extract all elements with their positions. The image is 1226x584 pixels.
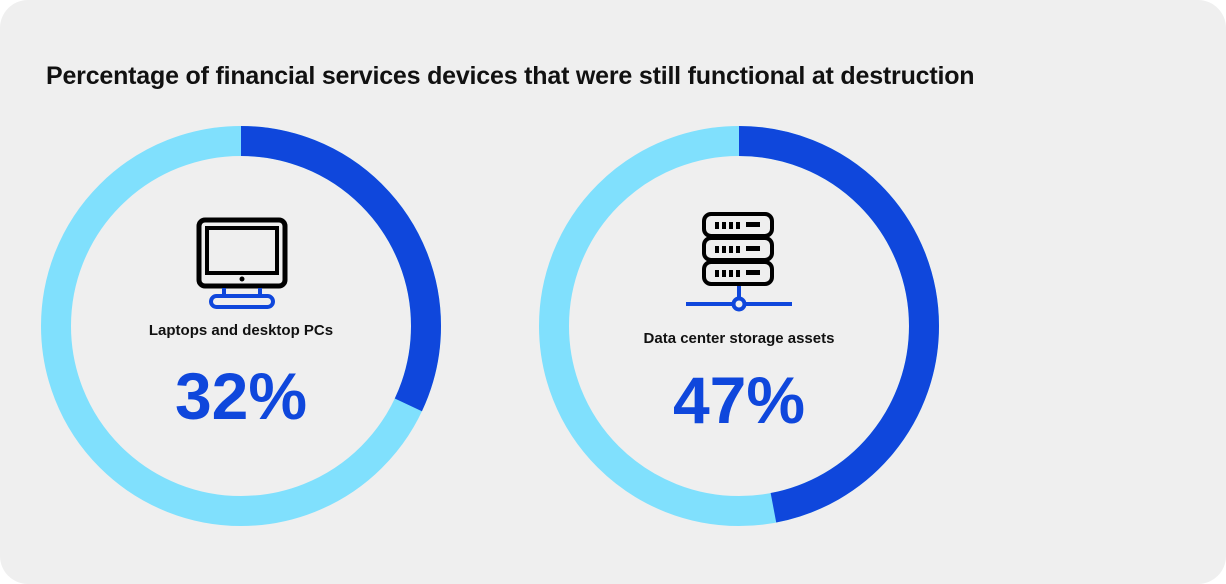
series-value: 32% (174, 359, 308, 433)
series-label: Data center storage assets (643, 330, 835, 347)
series-value: 47% (672, 363, 806, 437)
donut-storage: Data center storage assets 47% (539, 126, 939, 526)
chart-title: Percentage of financial services devices… (46, 62, 975, 90)
donut-value-arc (41, 126, 441, 526)
series-label: Laptops and desktop PCs (148, 322, 334, 339)
desktop-monitor-icon (196, 217, 288, 309)
donut-ring (41, 126, 441, 526)
donut-ring (539, 126, 939, 526)
server-rack-icon (686, 212, 792, 312)
donut-laptops: Laptops and desktop PCs 32% (41, 126, 441, 526)
donut-value-arc (539, 126, 939, 526)
